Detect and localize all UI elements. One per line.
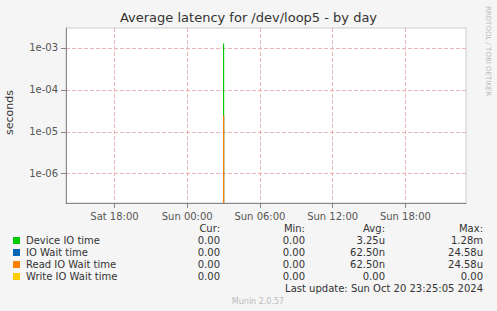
svg-text:seconds: seconds xyxy=(3,90,16,135)
svg-text:0.00: 0.00 xyxy=(198,259,220,270)
svg-text:Sun 18:00: Sun 18:00 xyxy=(380,211,431,222)
svg-text:1e-06: 1e-06 xyxy=(29,168,58,179)
svg-text:Cur:: Cur: xyxy=(199,223,220,234)
svg-text:0.00: 0.00 xyxy=(198,271,220,282)
svg-text:IO Wait time: IO Wait time xyxy=(26,247,88,258)
svg-text:24.58u: 24.58u xyxy=(448,259,483,270)
svg-text:62.50n: 62.50n xyxy=(350,247,385,258)
svg-text:Device IO time: Device IO time xyxy=(26,235,100,246)
svg-text:0.00: 0.00 xyxy=(283,271,305,282)
svg-text:Sun 06:00: Sun 06:00 xyxy=(234,211,285,222)
svg-text:0.00: 0.00 xyxy=(363,271,385,282)
svg-text:0.00: 0.00 xyxy=(283,235,305,246)
svg-text:1e-04: 1e-04 xyxy=(29,84,58,95)
svg-text:0.00: 0.00 xyxy=(283,259,305,270)
svg-text:62.50n: 62.50n xyxy=(350,259,385,270)
svg-text:1e-03: 1e-03 xyxy=(29,42,58,53)
svg-text:1.28m: 1.28m xyxy=(451,235,483,246)
svg-text:Sun 12:00: Sun 12:00 xyxy=(307,211,358,222)
svg-text:0.00: 0.00 xyxy=(283,247,305,258)
svg-text:1e-05: 1e-05 xyxy=(29,126,58,137)
svg-text:Max:: Max: xyxy=(459,223,483,234)
svg-text:Write IO Wait time: Write IO Wait time xyxy=(26,271,117,282)
svg-text:Min:: Min: xyxy=(284,223,305,234)
svg-text:0.00: 0.00 xyxy=(198,247,220,258)
svg-text:24.58u: 24.58u xyxy=(448,247,483,258)
svg-text:Avg:: Avg: xyxy=(363,223,385,234)
svg-text:Munin 2.0.57: Munin 2.0.57 xyxy=(232,297,284,306)
svg-text:Sun 00:00: Sun 00:00 xyxy=(162,211,213,222)
svg-text:Sat 18:00: Sat 18:00 xyxy=(90,211,138,222)
svg-text:0.00: 0.00 xyxy=(198,235,220,246)
svg-text:3.25u: 3.25u xyxy=(356,235,385,246)
svg-text:Last update: Sun Oct 20 23:25:: Last update: Sun Oct 20 23:25:05 2024 xyxy=(285,283,483,294)
svg-text:Read IO Wait time: Read IO Wait time xyxy=(26,259,116,270)
svg-text:RRDTOOL / TOBI OETIKER: RRDTOOL / TOBI OETIKER xyxy=(484,6,492,96)
svg-text:Average latency for /dev/loop5: Average latency for /dev/loop5 - by day xyxy=(120,10,377,25)
svg-text:0.00: 0.00 xyxy=(461,271,483,282)
